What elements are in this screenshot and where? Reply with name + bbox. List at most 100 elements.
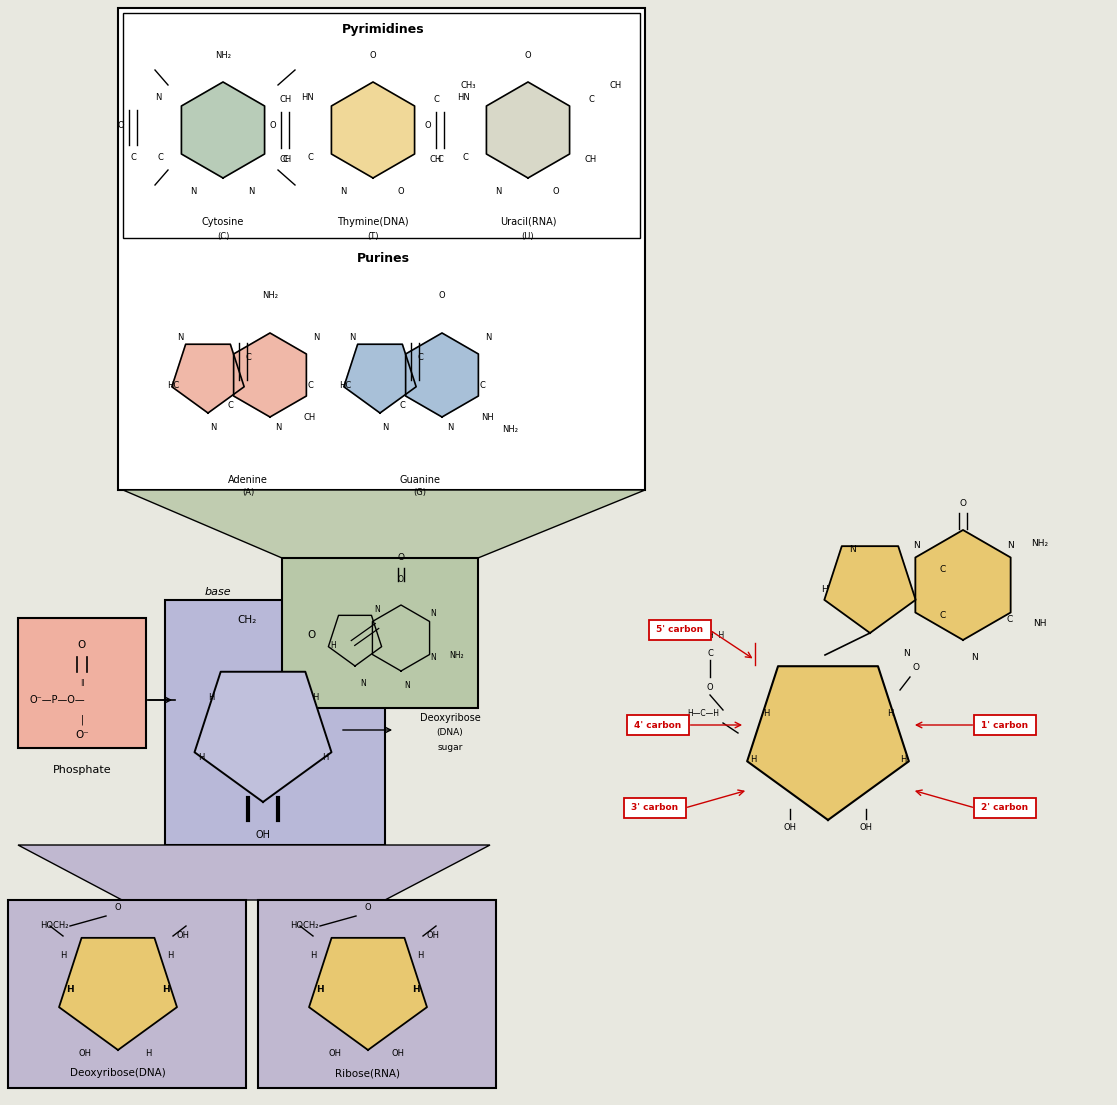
Text: H: H [412, 986, 420, 994]
Text: N: N [382, 422, 389, 431]
Text: Pyrimidines: Pyrimidines [342, 23, 424, 36]
Text: CH₂: CH₂ [238, 615, 257, 625]
Text: CH₃: CH₃ [460, 81, 476, 90]
Text: C: C [399, 400, 405, 410]
Text: OH: OH [859, 822, 872, 831]
Text: HN: HN [457, 93, 469, 102]
Text: O: O [525, 52, 532, 61]
Text: H: H [66, 986, 74, 994]
Text: ‖: ‖ [80, 678, 84, 685]
Text: C: C [437, 156, 443, 165]
Text: CH: CH [430, 156, 442, 165]
Text: O: O [553, 188, 560, 197]
Text: H—C—H: H—C—H [687, 708, 719, 717]
Text: C: C [245, 352, 251, 361]
Text: N: N [972, 652, 978, 662]
Polygon shape [344, 345, 417, 413]
Polygon shape [194, 672, 332, 802]
Text: H: H [208, 694, 214, 703]
Text: CH: CH [585, 156, 598, 165]
Polygon shape [372, 606, 430, 671]
Text: C: C [227, 400, 233, 410]
Text: OH: OH [256, 830, 270, 840]
Text: NH₂: NH₂ [262, 291, 278, 299]
Text: N: N [248, 188, 255, 197]
Text: H: H [900, 756, 906, 765]
Text: (U): (U) [522, 232, 534, 241]
Polygon shape [332, 82, 414, 178]
Text: (A): (A) [242, 488, 255, 497]
Text: Deoxyribose: Deoxyribose [420, 713, 480, 723]
Polygon shape [18, 845, 490, 899]
Text: CH: CH [280, 156, 293, 165]
Text: N: N [210, 422, 217, 431]
Text: Purines: Purines [356, 252, 410, 264]
Text: N: N [850, 546, 857, 555]
Text: H  H: H H [708, 631, 724, 640]
Text: base: base [204, 587, 231, 597]
Text: N: N [430, 609, 436, 618]
Text: H: H [822, 586, 829, 594]
Text: (G): (G) [413, 488, 427, 497]
FancyBboxPatch shape [118, 8, 645, 490]
Text: 1' carbon: 1' carbon [982, 720, 1029, 729]
Polygon shape [486, 82, 570, 178]
Text: N: N [447, 422, 454, 431]
Text: CH: CH [304, 412, 316, 421]
Text: N: N [1006, 540, 1013, 549]
FancyBboxPatch shape [8, 899, 246, 1088]
Text: N: N [360, 678, 366, 687]
Text: NH: NH [1033, 619, 1047, 628]
Text: N: N [495, 188, 502, 197]
Text: C: C [157, 154, 163, 162]
Text: C: C [433, 95, 439, 105]
Text: O: O [439, 291, 446, 299]
Text: Adenine: Adenine [228, 475, 268, 485]
Text: N: N [430, 653, 436, 663]
Text: C: C [939, 566, 946, 575]
Text: NH₂: NH₂ [214, 52, 231, 61]
Text: |: | [80, 715, 84, 725]
Text: O: O [269, 120, 276, 129]
Text: N: N [340, 188, 346, 197]
Text: C: C [479, 380, 485, 389]
Text: C: C [462, 154, 468, 162]
Text: NH: NH [481, 412, 495, 421]
Text: C: C [417, 352, 423, 361]
Text: N: N [485, 333, 491, 341]
Text: OH: OH [427, 932, 439, 940]
Text: O: O [960, 498, 966, 507]
Text: HC: HC [338, 380, 351, 389]
FancyBboxPatch shape [165, 600, 385, 845]
Text: OH: OH [328, 1049, 342, 1057]
FancyBboxPatch shape [974, 715, 1035, 735]
Text: H: H [750, 756, 756, 765]
Text: N: N [275, 422, 281, 431]
Text: HC: HC [166, 380, 179, 389]
Text: Ribose(RNA): Ribose(RNA) [335, 1069, 401, 1078]
Text: O: O [364, 904, 371, 913]
Text: O⁻: O⁻ [75, 730, 89, 740]
Text: OH: OH [783, 822, 796, 831]
Text: HOCH₂: HOCH₂ [40, 922, 68, 930]
Text: Thymine(DNA): Thymine(DNA) [337, 217, 409, 227]
Text: (DNA): (DNA) [437, 728, 464, 737]
Text: (T): (T) [367, 232, 379, 241]
Text: O: O [398, 576, 404, 585]
Text: O: O [913, 663, 919, 672]
Polygon shape [309, 938, 427, 1050]
Text: sugar: sugar [438, 744, 462, 753]
Text: O: O [115, 904, 122, 913]
Text: Cytosine: Cytosine [202, 217, 245, 227]
Text: 4' carbon: 4' carbon [634, 720, 681, 729]
Text: O: O [707, 683, 714, 692]
FancyBboxPatch shape [974, 798, 1035, 818]
Text: (C): (C) [217, 232, 229, 241]
Text: C: C [307, 154, 313, 162]
Text: H: H [166, 951, 173, 960]
Text: O: O [398, 188, 404, 197]
Text: H: H [60, 951, 66, 960]
Text: C: C [307, 380, 313, 389]
Text: N: N [349, 333, 355, 341]
Polygon shape [233, 333, 306, 417]
